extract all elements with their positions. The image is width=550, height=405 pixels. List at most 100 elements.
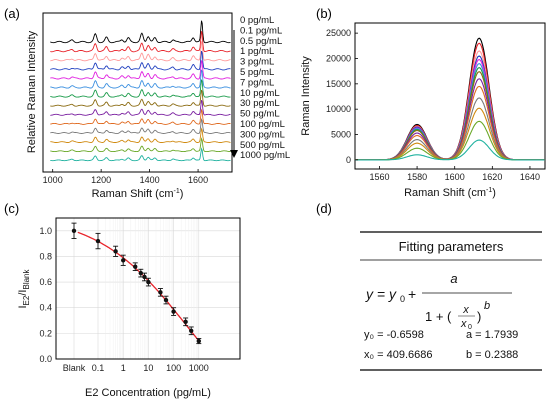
panel-b-spectra bbox=[355, 37, 545, 161]
c-y-tick-label-2: 0.4 bbox=[39, 303, 52, 313]
spectrum-b-6 bbox=[355, 66, 545, 161]
spectrum-a-4 bbox=[50, 60, 231, 80]
c-y-tick-label-0: 0.0 bbox=[39, 354, 52, 364]
c-x-tick-label-4: 100 bbox=[166, 363, 181, 373]
spectrum-a-12 bbox=[50, 137, 231, 153]
spectrum-a-1 bbox=[50, 31, 231, 53]
spectrum-b-10 bbox=[355, 97, 545, 161]
data-point-0 bbox=[71, 228, 77, 234]
legend-entry-7: 10 pg/mL bbox=[240, 88, 280, 99]
data-point-4 bbox=[133, 264, 138, 269]
b-x-tick-label-0: 1560 bbox=[369, 172, 389, 182]
data-point-11 bbox=[183, 319, 188, 325]
eq-close-paren: ) bbox=[477, 309, 481, 324]
spectrum-b-4 bbox=[355, 58, 545, 161]
c-y-tick-label-4: 0.8 bbox=[39, 251, 52, 261]
legend-entry-2: 0.5 pg/mL bbox=[240, 36, 282, 47]
panel-a-legend: 0 pg/mL0.1 pg/mL0.5 pg/mL1 pg/mL3 pg/mL5… bbox=[240, 15, 290, 161]
panel-b-frame bbox=[354, 22, 546, 170]
c-x-tick-label-3: 10 bbox=[143, 363, 153, 373]
c-x-tick-label-0: Blank bbox=[63, 363, 86, 373]
spectrum-a-11 bbox=[50, 127, 231, 143]
param-b: b = 0.2388 bbox=[466, 349, 518, 361]
spectrum-a-13 bbox=[50, 147, 231, 162]
panel-a: (a) 1000 1200 1400 1600 0 pg/mL0.1 pg/mL0.5… bbox=[4, 6, 290, 200]
eq-lhs: y = y bbox=[365, 286, 397, 302]
b-y-tick-label-1: 5000 bbox=[331, 130, 351, 140]
eq-exponent: b bbox=[484, 300, 490, 312]
spectrum-b-9 bbox=[355, 85, 545, 161]
panel-b-x-ticks: 1560 1580 1600 1620 1640 bbox=[369, 166, 540, 182]
spectrum-b-11 bbox=[355, 107, 545, 161]
eq-plus: + bbox=[408, 286, 416, 302]
eq-x0-sub: 0 bbox=[468, 324, 472, 331]
data-point-8 bbox=[158, 290, 163, 295]
param-a: a = 1.7939 bbox=[466, 329, 518, 341]
spectrum-b-0 bbox=[355, 37, 545, 161]
data-point-2 bbox=[113, 249, 118, 254]
data-point-3 bbox=[121, 258, 126, 263]
panel-c-y-ticks: 0.0 0.2 0.4 0.6 0.8 1.0 bbox=[39, 226, 52, 364]
eq-inner-num: x bbox=[462, 304, 469, 316]
panel-b-x-label: Raman Shift (cm-1) bbox=[404, 187, 496, 199]
legend-entry-5: 5 pg/mL bbox=[240, 67, 274, 78]
spectrum-b-13 bbox=[355, 139, 545, 161]
panel-a-x-ticks: 1000 1200 1400 1600 bbox=[43, 169, 208, 185]
b-x-tick-label-1: 1580 bbox=[407, 172, 427, 182]
data-point-5 bbox=[138, 270, 144, 276]
panel-c: (c) 0.0 0.2 0.4 0.6 0.8 1.0 Blank 0.1 1 10 100 100… bbox=[4, 201, 241, 399]
spectrum-b-12 bbox=[355, 120, 545, 161]
spectrum-a-2 bbox=[50, 41, 231, 62]
b-y-tick-label-2: 10000 bbox=[326, 104, 351, 114]
legend-entry-4: 3 pg/mL bbox=[240, 57, 274, 68]
b-y-tick-label-4: 20000 bbox=[326, 53, 351, 63]
spectrum-a-7 bbox=[50, 89, 231, 107]
legend-entry-12: 500 pg/mL bbox=[240, 140, 285, 151]
b-x-tick-label-4: 1640 bbox=[520, 172, 540, 182]
legend-entry-13: 1000 pg/mL bbox=[240, 150, 290, 161]
panel-c-label: (c) bbox=[4, 201, 19, 216]
c-y-tick-label-3: 0.6 bbox=[39, 277, 52, 287]
b-x-tick-label-3: 1620 bbox=[482, 172, 502, 182]
fit-table-title: Fitting parameters bbox=[399, 239, 504, 254]
legend-entry-10: 100 pg/mL bbox=[240, 119, 285, 130]
spectrum-a-10 bbox=[50, 118, 231, 134]
b-y-tick-label-3: 15000 bbox=[326, 79, 351, 89]
param-y0: y₀ = -0.6598 bbox=[364, 329, 424, 341]
legend-entry-6: 7 pg/mL bbox=[240, 77, 274, 88]
data-point-12 bbox=[189, 328, 194, 333]
panel-c-x-ticks: Blank 0.1 1 10 100 1000 bbox=[63, 363, 209, 373]
a-x-tick-label-3: 1600 bbox=[188, 175, 208, 185]
data-point-13 bbox=[196, 338, 201, 344]
panel-b-label: (b) bbox=[316, 6, 332, 21]
eq-inner-den: x bbox=[460, 318, 467, 330]
c-y-tick-label-1: 0.2 bbox=[39, 328, 52, 338]
data-point-9 bbox=[163, 297, 169, 303]
data-point-1 bbox=[95, 238, 101, 244]
panel-b-y-ticks: 0 5000 10000 15000 20000 25000 bbox=[326, 28, 358, 165]
param-x0: x₀ = 409.6686 bbox=[364, 349, 432, 361]
a-x-tick-label-1: 1200 bbox=[91, 175, 111, 185]
legend-entry-1: 0.1 pg/mL bbox=[240, 25, 282, 36]
panel-b: (b) 1560 1580 1600 1620 1640 0 5000 10000 15000… bbox=[300, 6, 546, 199]
panel-a-spectra bbox=[50, 20, 231, 162]
spectrum-b-2 bbox=[355, 50, 545, 161]
c-x-tick-label-1: 0.1 bbox=[92, 363, 105, 373]
spectrum-a-0 bbox=[50, 20, 231, 44]
spectrum-b-1 bbox=[355, 42, 545, 161]
spectrum-b-5 bbox=[355, 62, 545, 161]
panel-c-data-points bbox=[71, 222, 202, 345]
b-x-tick-label-2: 1600 bbox=[445, 172, 465, 182]
legend-entry-0: 0 pg/mL bbox=[240, 15, 274, 26]
b-y-tick-label-0: 0 bbox=[346, 155, 351, 165]
panel-a-y-label: Relative Raman Intensity bbox=[26, 30, 38, 153]
fit-equation: y = y 0 + a 1 + ( x x 0 ) b bbox=[365, 271, 512, 331]
spectrum-b-8 bbox=[355, 78, 545, 161]
legend-entry-3: 1 pg/mL bbox=[240, 46, 274, 57]
data-point-10 bbox=[171, 309, 176, 314]
panel-b-y-label: Raman Intensity bbox=[300, 56, 312, 136]
panel-a-arrow-head bbox=[230, 150, 238, 158]
panel-a-label: (a) bbox=[4, 6, 20, 21]
b-y-tick-label-5: 25000 bbox=[326, 28, 351, 38]
